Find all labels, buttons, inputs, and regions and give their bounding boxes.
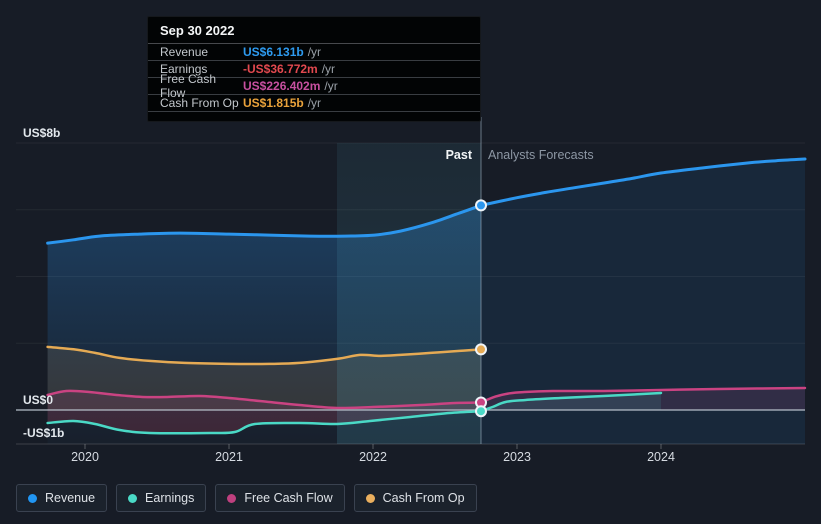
legend-item-revenue[interactable]: Revenue bbox=[16, 484, 108, 512]
tooltip-rows: Revenue US$6.131b/yr Earnings -US$36.772m/y… bbox=[148, 44, 480, 121]
tooltip-row-unit: /yr bbox=[307, 96, 322, 110]
free-cash-flow-line-forecast bbox=[479, 386, 807, 404]
earnings-legend-dot-icon bbox=[128, 493, 138, 503]
tooltip-row-label: Free Cash Flow bbox=[160, 72, 217, 100]
chart-tooltip: Sep 30 2022 Revenue US$6.131b/yr Earnings -… bbox=[147, 16, 481, 122]
y-axis-label: US$8b bbox=[23, 126, 61, 140]
legend-item-label: Cash From Op bbox=[382, 491, 465, 505]
earnings-end-dot bbox=[475, 405, 487, 418]
analysts-forecasts-label: Analysts Forecasts bbox=[488, 148, 594, 162]
tooltip-row-unit: /yr bbox=[321, 62, 336, 76]
legend-item-free-cash-flow[interactable]: Free Cash Flow bbox=[215, 484, 345, 512]
x-axis-label: 2020 bbox=[71, 450, 99, 464]
y-axis-label: -US$1b bbox=[23, 426, 65, 441]
free-cash-flow-legend-dot-icon bbox=[227, 493, 237, 503]
x-axis-label: 2022 bbox=[359, 450, 387, 464]
free-cash-flow-area-forecast bbox=[481, 388, 805, 410]
x-axis-label: 2021 bbox=[215, 450, 243, 464]
legend-item-label: Free Cash Flow bbox=[244, 491, 333, 505]
x-axis-label: 2024 bbox=[647, 450, 675, 464]
tooltip-row-value: US$6.131b bbox=[243, 45, 304, 59]
past-year-highlight-band bbox=[337, 143, 481, 444]
tooltip-row-value: US$1.815b bbox=[243, 96, 304, 110]
tooltip-row-unit: /yr bbox=[307, 45, 322, 59]
earnings-line-forecast bbox=[479, 391, 663, 413]
tooltip-row-unit: /yr bbox=[324, 79, 338, 93]
earnings-line-past bbox=[46, 409, 483, 435]
x-axis-label: 2023 bbox=[503, 450, 531, 464]
legend-item-label: Earnings bbox=[145, 491, 195, 505]
tooltip-row: Revenue US$6.131b/yr bbox=[148, 44, 480, 61]
tooltip-row: Earnings -US$36.772m/yr bbox=[148, 61, 480, 78]
cash-from-op-end-dot bbox=[475, 343, 487, 356]
revenue-area-forecast bbox=[481, 159, 805, 444]
tooltip-row-label: Earnings bbox=[160, 62, 208, 76]
cash-from-op-line-past bbox=[46, 345, 483, 366]
revenue-end-dot bbox=[475, 199, 487, 212]
legend-item-label: Revenue bbox=[45, 491, 96, 505]
legend-item-earnings[interactable]: Earnings bbox=[116, 484, 207, 512]
tooltip-date: Sep 30 2022 bbox=[148, 17, 480, 44]
free-cash-flow-line-past bbox=[46, 389, 483, 410]
revenue-line-forecast bbox=[479, 157, 807, 207]
legend-item-cash-from-op[interactable]: Cash From Op bbox=[353, 484, 477, 512]
revenue-legend-dot-icon bbox=[28, 493, 37, 503]
past-region-label: Past bbox=[445, 148, 472, 162]
tooltip-row-value: US$226.402m bbox=[243, 79, 321, 93]
cash-from-op-legend-dot-icon bbox=[365, 493, 375, 503]
earnings-area-forecast bbox=[481, 393, 661, 412]
tooltip-row-value: -US$36.772m bbox=[243, 62, 318, 76]
tooltip-row-label: Cash From Op bbox=[160, 96, 239, 110]
y-axis-label: US$0 bbox=[23, 393, 54, 407]
chart-legend: Revenue Earnings Free Cash Flow Cash From O… bbox=[16, 484, 477, 512]
tooltip-row-label: Revenue bbox=[160, 45, 209, 59]
tooltip-row: Free Cash Flow US$226.402m/yr bbox=[148, 72, 480, 100]
tooltip-row: Cash From Op US$1.815b/yr bbox=[148, 95, 480, 112]
revenue-line-past bbox=[46, 203, 483, 245]
